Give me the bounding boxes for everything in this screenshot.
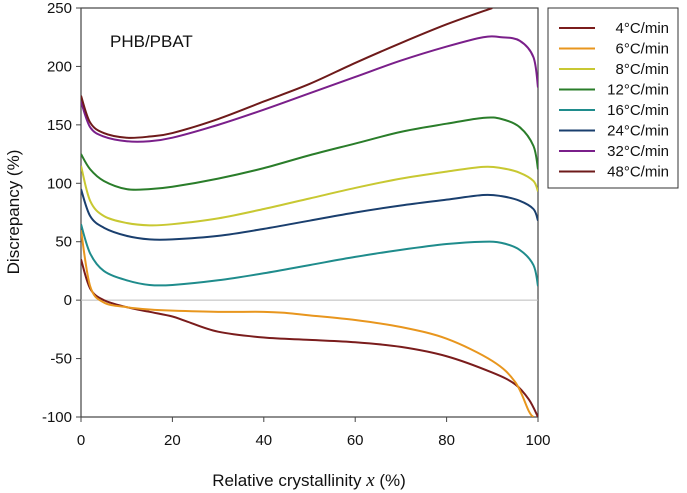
series-line-16c-min (81, 223, 538, 287)
legend-label: 32°C/min (607, 143, 669, 160)
x-tick-label: 60 (347, 432, 364, 449)
x-tick-label: 80 (438, 432, 455, 449)
x-tick-label: 20 (164, 432, 181, 449)
y-tick-label: 0 (64, 292, 72, 309)
y-tick-label: -50 (50, 351, 72, 368)
series-lines (81, 8, 538, 417)
x-tick-label: 0 (77, 432, 85, 449)
legend-label: 48°C/min (607, 164, 669, 181)
series-line-4c-min (81, 258, 538, 417)
series-line-48c-min (81, 8, 493, 139)
axes: -100 -50 0 50 100 150 200 250 0 20 40 60 80 100 (42, 0, 551, 449)
x-axis-label-var: x (365, 470, 375, 491)
legend-label: 6°C/min (615, 41, 669, 58)
series-line-8c-min (81, 165, 538, 227)
legend-box (547, 7, 679, 189)
legend-label: 8°C/min (615, 61, 669, 78)
legend-label: 12°C/min (607, 82, 669, 99)
x-axis-label-unit: (%) (375, 471, 406, 490)
y-tick-label: 150 (47, 117, 72, 134)
y-tick-label: 250 (47, 0, 72, 17)
x-axis-label-text: Relative crystallinity (212, 471, 366, 490)
plot-frame (80, 7, 539, 418)
series-line-6c-min (81, 229, 535, 417)
annotation-label: PHB/PBAT (110, 32, 193, 51)
y-axis-label: Discrepancy (%) (4, 150, 23, 275)
x-tick-label: 40 (255, 432, 272, 449)
series-line-12c-min (81, 116, 538, 191)
series-line-32c-min (81, 35, 538, 143)
series-line-24c-min (81, 188, 538, 241)
legend: 4°C/min 6°C/min 8°C/min 12°C/min 16°C/min 24°… (547, 7, 679, 189)
x-tick-label: 100 (525, 432, 550, 449)
x-axis-label: Relative crystallinity x (%) (212, 470, 406, 491)
legend-label: 16°C/min (607, 102, 669, 119)
y-tick-label: 100 (47, 175, 72, 192)
y-tick-label: -100 (42, 409, 72, 426)
legend-label: 24°C/min (607, 123, 669, 140)
legend-label: 4°C/min (615, 20, 669, 37)
y-tick-label: 50 (55, 234, 72, 251)
y-tick-label: 200 (47, 58, 72, 75)
